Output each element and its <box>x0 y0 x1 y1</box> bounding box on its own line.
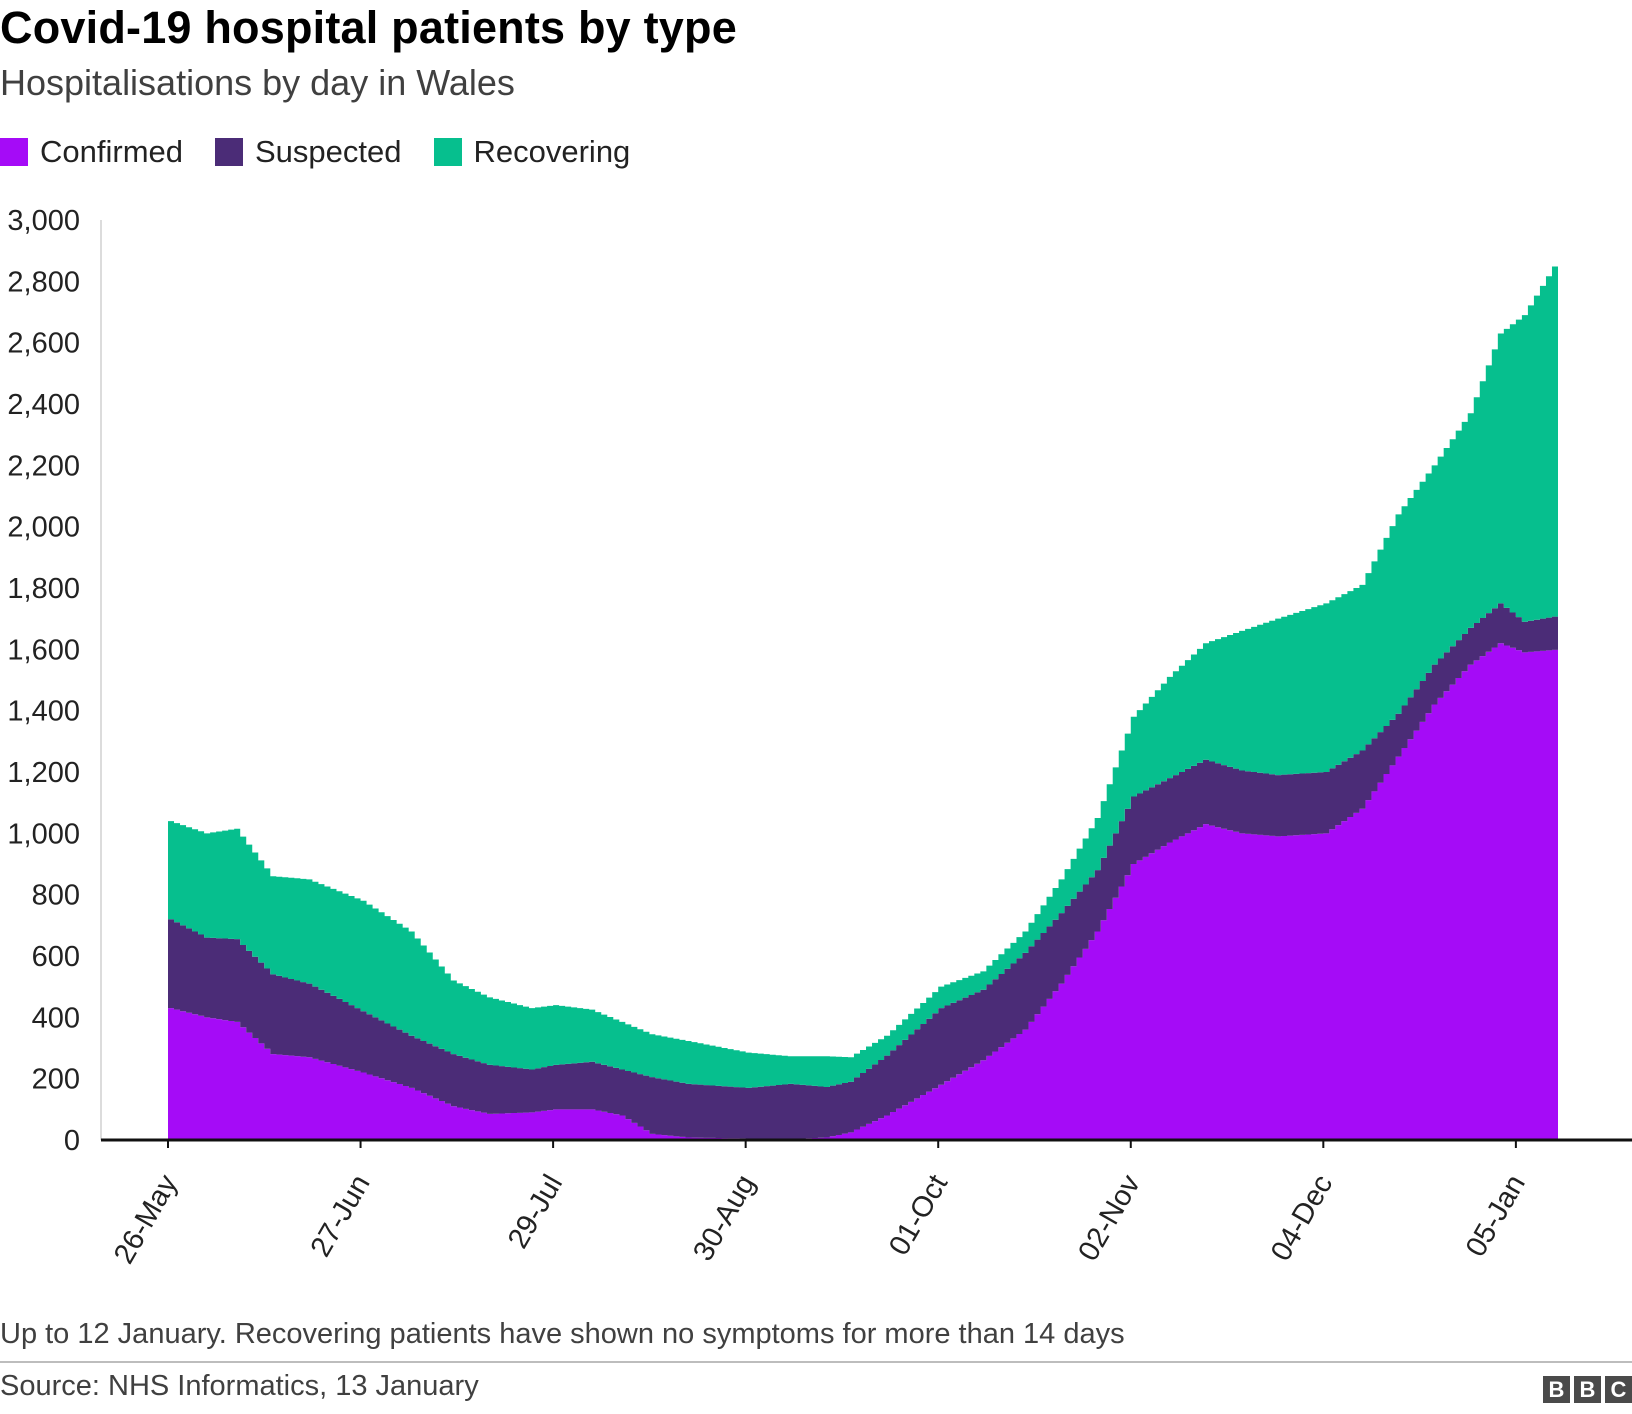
logo-letter: B <box>1574 1376 1601 1403</box>
legend-item-confirmed: Confirmed <box>0 134 183 170</box>
x-tick-label: 27-Jun <box>305 1170 377 1263</box>
y-tick-label: 2,400 <box>7 389 80 421</box>
y-tick-label: 0 <box>64 1125 80 1157</box>
chart-title: Covid-19 hospital patients by type <box>0 2 737 53</box>
y-tick-label: 1,200 <box>7 757 80 789</box>
legend-item-recovering: Recovering <box>433 134 631 170</box>
legend-swatch-suspected <box>215 138 243 166</box>
y-tick-label: 2,800 <box>7 266 80 298</box>
x-tick-label: 30-Aug <box>687 1170 761 1267</box>
footnote: Up to 12 January. Recovering patients ha… <box>0 1318 1125 1350</box>
stacked-area-chart: 0 200 400 600 800 1,000 1,200 1,400 1,600 1,800 2,… <box>7 205 1632 1269</box>
y-tick-label: 200 <box>32 1064 80 1096</box>
y-tick-label: 400 <box>32 1002 80 1034</box>
y-tick-label: 800 <box>32 880 80 912</box>
y-tick-label: 1,600 <box>7 634 80 666</box>
legend-label-recovering: Recovering <box>473 134 631 169</box>
x-tick-label: 04-Dec <box>1265 1170 1339 1267</box>
series-area-confirmed <box>168 643 1558 1140</box>
logo-letter: C <box>1605 1376 1632 1403</box>
footer-divider <box>0 1361 1632 1363</box>
legend: Confirmed Suspected Recovering <box>0 132 662 172</box>
source-text: Source: NHS Informatics, 13 January <box>0 1370 479 1402</box>
y-tick-label: 2,200 <box>7 450 80 482</box>
y-tick-label: 1,800 <box>7 573 80 605</box>
legend-swatch-recovering <box>433 138 462 166</box>
legend-item-suspected: Suspected <box>215 134 402 170</box>
legend-label-suspected: Suspected <box>255 134 402 169</box>
legend-swatch-confirmed <box>0 138 28 166</box>
y-tick-label: 2,000 <box>7 512 80 544</box>
series-area-recovering <box>168 256 1558 1088</box>
x-tick-label: 26-May <box>108 1169 184 1269</box>
logo-letter: B <box>1543 1376 1570 1403</box>
y-tick-label: 1,400 <box>7 696 80 728</box>
x-tick-label: 02-Nov <box>1072 1169 1147 1266</box>
x-tick-label: 29-Jul <box>502 1170 569 1254</box>
y-tick-label: 1,000 <box>7 818 80 850</box>
y-tick-label: 600 <box>32 941 80 973</box>
x-tick-label: 05-Jan <box>1460 1170 1532 1263</box>
legend-label-confirmed: Confirmed <box>40 134 183 169</box>
y-tick-label: 2,600 <box>7 328 80 360</box>
y-tick-label: 3,000 <box>7 205 80 237</box>
bbc-logo: B B C <box>1539 1376 1632 1403</box>
x-tick-label: 01-Oct <box>883 1170 954 1261</box>
chart-subtitle: Hospitalisations by day in Wales <box>0 62 515 103</box>
